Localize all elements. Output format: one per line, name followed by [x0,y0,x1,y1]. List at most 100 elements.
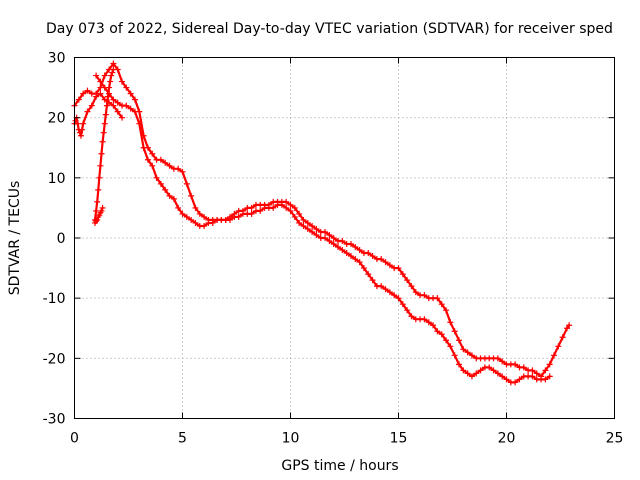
data-point [80,120,87,127]
data-point [110,102,117,109]
data-point [512,361,519,368]
data-point [119,114,126,121]
data-point [84,108,91,115]
data-point [84,87,91,94]
axis-ticks: 0 5 10 15 20 25 -30 -20 -10 0 10 20 30 [43,51,624,447]
data-point [201,222,208,229]
data-point [96,174,103,181]
data-point [304,219,311,226]
data-point [309,228,316,235]
data-point [473,370,480,377]
data-point [460,346,467,353]
data-point [464,370,471,377]
x-tick-label: 25 [606,431,624,447]
data-point [378,283,385,290]
data-point [107,78,114,85]
data-point [322,228,329,235]
data-point [477,367,484,374]
data-point [93,207,100,214]
data-point [175,204,182,211]
data-point [97,162,104,169]
data-point [451,328,458,335]
data-point [516,376,523,383]
data-point [365,271,372,278]
series-line [95,74,551,384]
data-point [97,90,104,97]
y-tick-label: -20 [43,351,66,367]
data-point [201,213,208,220]
series-track-a [71,60,573,380]
data-point [183,180,190,187]
data-point [356,247,363,254]
data-point [490,367,497,374]
data-point [114,108,121,115]
data-point [430,322,437,329]
data-point [110,96,117,103]
data-point [447,319,454,326]
data-point [399,271,406,278]
data-point [296,219,303,226]
data-point [356,259,363,266]
data-point [382,259,389,266]
data-point [127,90,134,97]
data-point [559,334,566,341]
data-point [103,102,110,109]
data-point [533,370,540,377]
data-point [313,225,320,232]
data-point [399,301,406,308]
data-point [287,207,294,214]
data-point [443,337,450,344]
data-point [395,295,402,302]
data-point [183,213,190,220]
data-point [192,219,199,226]
data-point [88,102,95,109]
data-point [74,120,81,127]
data-point [101,120,108,127]
y-tick-label: 10 [48,171,66,187]
data-point [382,286,389,293]
data-point [486,364,493,371]
data-point [136,120,143,127]
data-point [451,352,458,359]
data-point [98,207,105,214]
data-point [352,244,359,251]
data-point [166,192,173,199]
data-point [542,367,549,374]
data-point [369,253,376,260]
data-point [296,210,303,217]
data-point [360,265,367,272]
data-point [248,210,255,217]
y-tick-label: -30 [43,412,66,428]
data-point [347,241,354,248]
series-line [73,62,571,378]
data-point [494,355,501,362]
data-point [153,174,160,181]
data-point [131,108,138,115]
data-point [546,373,553,380]
data-point [80,90,87,97]
data-point [97,78,104,85]
data-point [79,126,86,133]
data-point [339,238,346,245]
data-point [119,78,126,85]
data-point [93,218,100,225]
series-track-e [92,204,106,226]
data-point [140,144,147,151]
data-point [188,216,195,223]
data-point [468,373,475,380]
x-axis-label: GPS time / hours [281,458,398,474]
data-point [343,250,350,257]
data-point [339,247,346,254]
series-track-b [93,72,553,386]
data-point [434,328,441,335]
data-point [378,256,385,263]
data-point [443,307,450,314]
data-point [404,307,411,314]
data-point [144,156,151,163]
data-point [75,96,82,103]
data-point [114,99,121,106]
data-point [76,129,83,136]
y-tick-label: 30 [48,51,66,67]
data-point [404,277,411,284]
data-point [391,292,398,299]
